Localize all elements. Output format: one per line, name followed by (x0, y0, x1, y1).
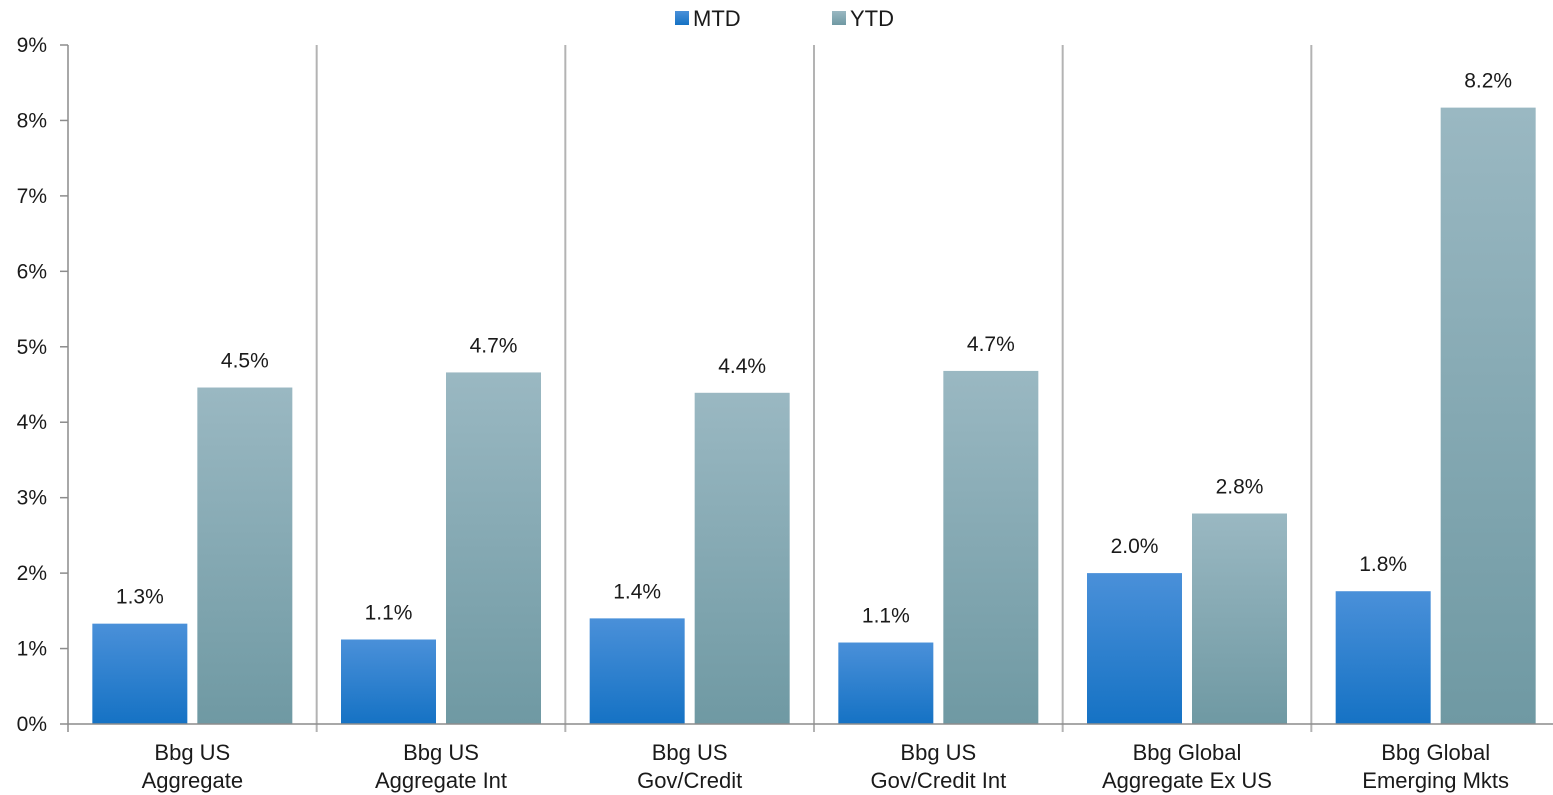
y-tick-label: 5% (17, 336, 47, 359)
legend-label-ytd: YTD (850, 6, 894, 31)
bar-mtd (1335, 591, 1431, 724)
bar-ytd (943, 370, 1039, 724)
bar-mtd (838, 642, 934, 724)
bar-mtd (92, 623, 188, 724)
bar-ytd (694, 392, 790, 724)
data-label: 8.2% (1464, 70, 1512, 93)
bar-mtd (589, 618, 685, 724)
bar-ytd (1440, 107, 1536, 724)
legend: MTD YTD (675, 6, 894, 31)
y-tick-label: 3% (17, 487, 47, 510)
category-label: Bbg US (403, 740, 479, 765)
y-tick-label: 9% (17, 34, 47, 57)
category-label: Aggregate Int (375, 768, 507, 793)
data-label: 4.4% (718, 355, 766, 378)
category-label: Aggregate (142, 768, 244, 793)
category-label: Aggregate Ex US (1102, 768, 1272, 793)
category-label: Bbg Global (1133, 740, 1242, 765)
category-label: Bbg Global (1381, 740, 1490, 765)
bar-mtd (1087, 573, 1182, 724)
y-tick-label: 7% (17, 185, 47, 208)
bar-ytd (446, 372, 541, 724)
legend-swatch-ytd (832, 11, 846, 25)
data-label: 2.8% (1216, 476, 1264, 499)
category-label: Emerging Mkts (1362, 768, 1509, 793)
y-tick-label: 4% (17, 411, 47, 434)
y-tick-label: 0% (17, 713, 47, 736)
data-label: 4.7% (967, 333, 1015, 356)
category-label: Gov/Credit Int (870, 768, 1006, 793)
data-label: 1.1% (862, 605, 910, 628)
y-tick-label: 2% (17, 562, 47, 585)
y-tick-label: 1% (17, 638, 47, 661)
y-tick-label: 6% (17, 260, 47, 283)
data-label: 1.8% (1359, 553, 1407, 576)
bar-ytd (197, 387, 293, 724)
data-label: 2.0% (1111, 535, 1159, 558)
legend-swatch-mtd (675, 11, 689, 25)
data-label: 1.1% (365, 602, 413, 625)
legend-label-mtd: MTD (693, 6, 741, 31)
category-label: Bbg US (154, 740, 230, 765)
bar-mtd (341, 639, 436, 724)
data-label: 4.7% (470, 334, 518, 357)
data-label: 4.5% (221, 350, 269, 373)
data-label: 1.3% (116, 586, 164, 609)
y-tick-label: 8% (17, 109, 47, 132)
category-label: Bbg US (900, 740, 976, 765)
bar-ytd (1192, 513, 1287, 724)
data-label: 1.4% (613, 580, 661, 603)
category-label: Gov/Credit (637, 768, 742, 793)
category-label: Bbg US (652, 740, 728, 765)
